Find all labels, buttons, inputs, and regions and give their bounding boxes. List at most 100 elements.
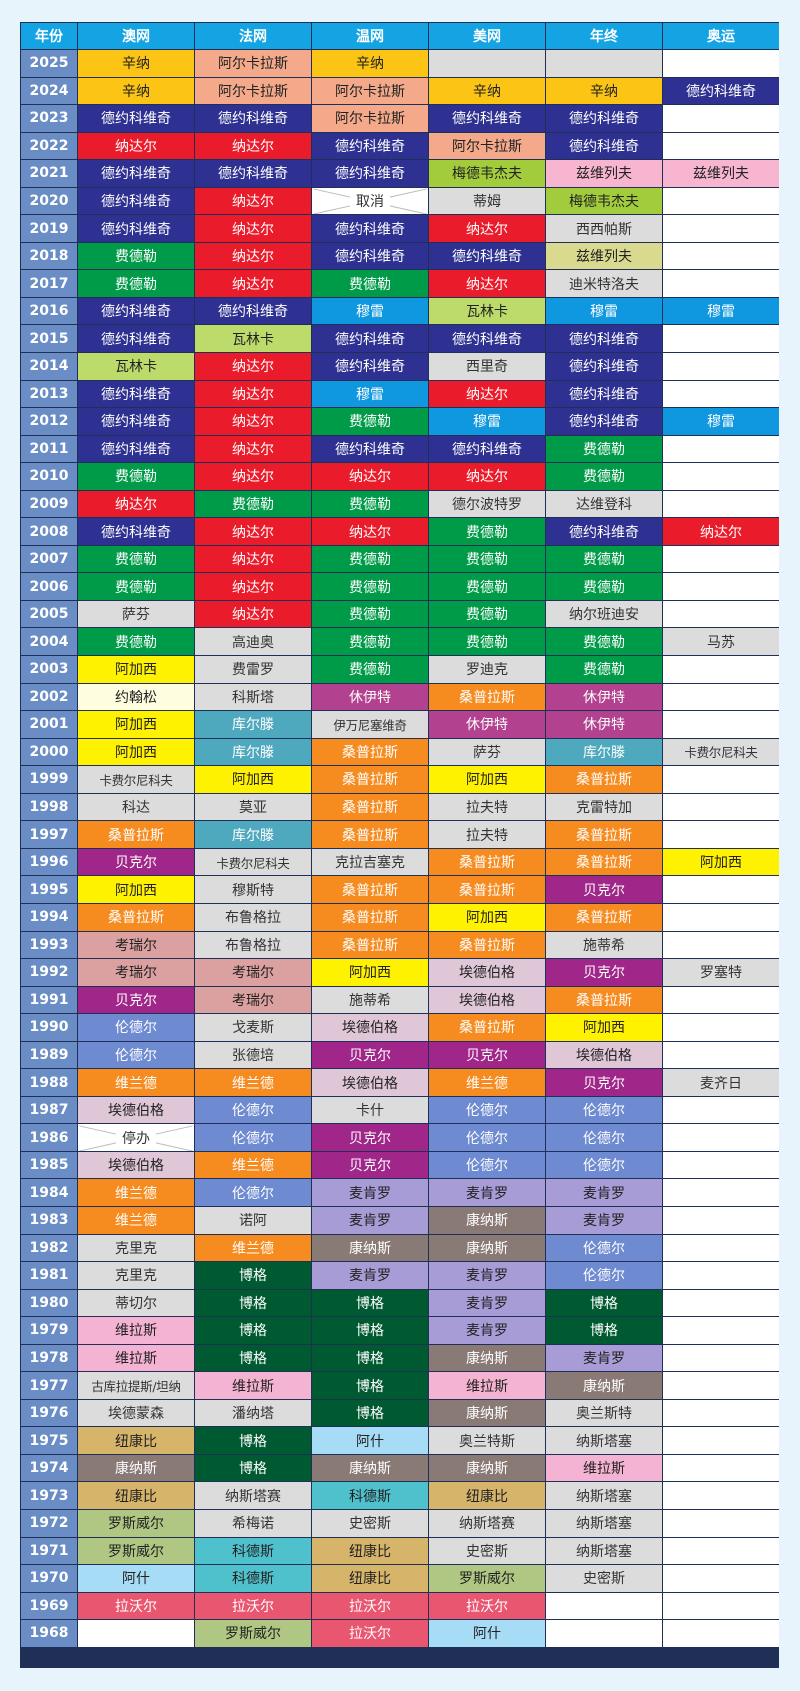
year-end-cell: 伦德尔 <box>546 1234 662 1262</box>
australian-open-cell: 费德勒 <box>78 628 194 656</box>
wimbledon-cell: 阿加西 <box>312 959 428 986</box>
us-open-cell: 蒂姆 <box>429 187 545 215</box>
australian-open-cell: 德约科维奇 <box>78 380 194 408</box>
year-cell: 1999 <box>21 766 77 793</box>
wimbledon-cell: 阿什 <box>312 1427 428 1454</box>
wimbledon-cell: 纽康比 <box>312 1565 428 1592</box>
us-open-cell: 罗迪克 <box>429 656 545 683</box>
australian-open-cell: 德约科维奇 <box>78 297 194 325</box>
header-olympics[interactable]: 奥运 <box>663 23 779 49</box>
french-open-cell: 科斯塔 <box>195 683 311 711</box>
australian-open-cell: 蒂切尔 <box>78 1289 194 1317</box>
olympics-cell <box>663 463 779 490</box>
year-end-cell: 贝克尔 <box>546 1069 662 1096</box>
french-open-cell: 纳达尔 <box>195 463 311 490</box>
wimbledon-cell: 克拉吉塞克 <box>312 848 428 876</box>
french-open-cell: 维兰德 <box>195 1234 311 1262</box>
french-open-cell: 纳达尔 <box>195 545 311 573</box>
french-open-cell: 纳达尔 <box>195 380 311 408</box>
header-wimbledon[interactable]: 温网 <box>312 23 428 49</box>
table-row: 1983 维兰德 诺阿 麦肯罗 康纳斯 麦肯罗 <box>21 1206 779 1234</box>
french-open-cell: 纳达尔 <box>195 215 311 242</box>
year-cell: 2001 <box>21 711 77 738</box>
olympics-cell <box>663 600 779 628</box>
year-cell: 2013 <box>21 380 77 408</box>
year-end-cell: 德约科维奇 <box>546 105 662 132</box>
year-cell: 2002 <box>21 683 77 711</box>
australian-open-cell: 阿什 <box>78 1565 194 1592</box>
year-end-cell: 德约科维奇 <box>546 353 662 380</box>
year-cell: 1980 <box>21 1289 77 1317</box>
table-row: 1979 维拉斯 博格 博格 麦肯罗 博格 <box>21 1317 779 1344</box>
wimbledon-cell: 卡什 <box>312 1096 428 1124</box>
wimbledon-cell: 德约科维奇 <box>312 353 428 380</box>
grand-slam-champions-table: 年份 澳网 法网 温网 美网 年终 奥运 2025 辛纳 阿尔卡拉斯 辛纳 2024 辛纳… <box>20 22 780 1648</box>
header-french-open[interactable]: 法网 <box>195 23 311 49</box>
wimbledon-cell: 麦肯罗 <box>312 1262 428 1289</box>
french-open-cell: 库尔滕 <box>195 738 311 766</box>
header-year-end[interactable]: 年终 <box>546 23 662 49</box>
year-end-cell <box>546 1592 662 1620</box>
table-row: 2002 约翰松 科斯塔 休伊特 桑普拉斯 休伊特 <box>21 683 779 711</box>
year-cell: 2014 <box>21 353 77 380</box>
us-open-cell <box>429 50 545 77</box>
french-open-cell: 德约科维奇 <box>195 297 311 325</box>
year-end-cell: 施蒂希 <box>546 931 662 959</box>
us-open-cell: 萨芬 <box>429 738 545 766</box>
year-cell: 2010 <box>21 463 77 490</box>
us-open-cell: 埃德伯格 <box>429 959 545 986</box>
olympics-cell <box>663 766 779 793</box>
year-cell: 2004 <box>21 628 77 656</box>
header-australian-open[interactable]: 澳网 <box>78 23 194 49</box>
us-open-cell: 阿什 <box>429 1620 545 1647</box>
year-end-cell: 纳尔班迪安 <box>546 600 662 628</box>
year-end-cell: 贝克尔 <box>546 959 662 986</box>
year-end-cell <box>546 1620 662 1647</box>
year-end-cell: 伦德尔 <box>546 1151 662 1179</box>
australian-open-cell: 考瑞尔 <box>78 931 194 959</box>
australian-open-cell: 埃德伯格 <box>78 1151 194 1179</box>
wimbledon-cell: 桑普拉斯 <box>312 876 428 903</box>
us-open-cell: 费德勒 <box>429 518 545 545</box>
year-end-cell: 费德勒 <box>546 656 662 683</box>
olympics-cell <box>663 353 779 380</box>
wimbledon-cell: 德约科维奇 <box>312 132 428 160</box>
year-cell: 1985 <box>21 1151 77 1179</box>
olympics-cell <box>663 1509 779 1537</box>
wimbledon-cell: 阿尔卡拉斯 <box>312 77 428 105</box>
us-open-cell: 拉夫特 <box>429 793 545 821</box>
australian-open-cell: 桑普拉斯 <box>78 821 194 848</box>
year-cell: 1993 <box>21 931 77 959</box>
olympics-cell <box>663 490 779 518</box>
year-end-cell: 博格 <box>546 1289 662 1317</box>
australian-open-cell: 辛纳 <box>78 50 194 77</box>
wimbledon-cell: 博格 <box>312 1289 428 1317</box>
table-row: 2016 德约科维奇 德约科维奇 穆雷 瓦林卡 穆雷 穆雷 <box>21 297 779 325</box>
header-year[interactable]: 年份 <box>21 23 77 49</box>
year-cell: 2000 <box>21 738 77 766</box>
year-end-cell: 梅德韦杰夫 <box>546 187 662 215</box>
table-row: 1996 贝克尔 卡费尔尼科夫 克拉吉塞克 桑普拉斯 桑普拉斯 阿加西 <box>21 848 779 876</box>
olympics-cell: 德约科维奇 <box>663 77 779 105</box>
australian-open-cell <box>78 1620 194 1647</box>
table-row: 2000 阿加西 库尔滕 桑普拉斯 萨芬 库尔滕 卡费尔尼科夫 <box>21 738 779 766</box>
table-row: 2005 萨芬 纳达尔 费德勒 费德勒 纳尔班迪安 <box>21 600 779 628</box>
us-open-cell: 麦肯罗 <box>429 1289 545 1317</box>
australian-open-cell: 阿加西 <box>78 656 194 683</box>
australian-open-cell: 费德勒 <box>78 463 194 490</box>
year-end-cell: 纳斯塔塞 <box>546 1427 662 1454</box>
us-open-cell: 阿尔卡拉斯 <box>429 132 545 160</box>
french-open-cell: 德约科维奇 <box>195 105 311 132</box>
french-open-cell: 纳达尔 <box>195 132 311 160</box>
australian-open-cell: 维拉斯 <box>78 1317 194 1344</box>
year-cell: 2022 <box>21 132 77 160</box>
us-open-cell: 拉夫特 <box>429 821 545 848</box>
australian-open-cell: 德约科维奇 <box>78 187 194 215</box>
year-cell: 1990 <box>21 1014 77 1041</box>
table-row: 1973 纽康比 纳斯塔赛 科德斯 纽康比 纳斯塔塞 <box>21 1482 779 1509</box>
header-us-open[interactable]: 美网 <box>429 23 545 49</box>
olympics-cell <box>663 1206 779 1234</box>
year-cell: 2003 <box>21 656 77 683</box>
olympics-cell <box>663 215 779 242</box>
year-cell: 1981 <box>21 1262 77 1289</box>
